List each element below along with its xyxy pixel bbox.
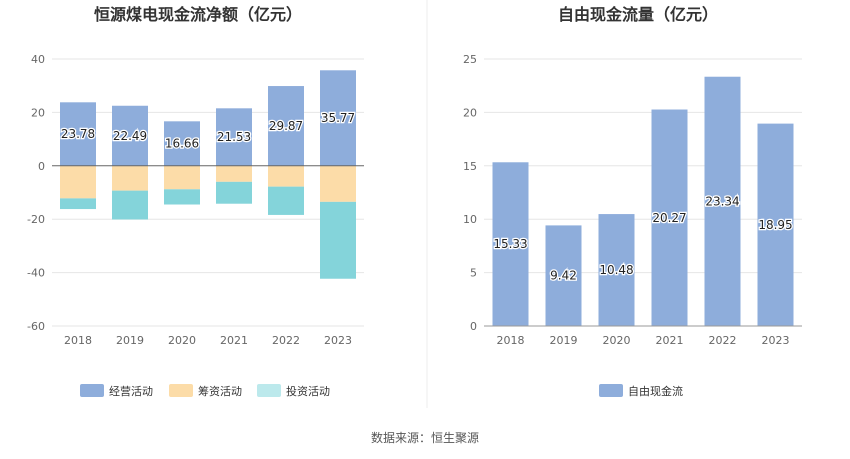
bar: [164, 189, 200, 205]
y-tick-label: 15: [463, 160, 477, 173]
legend-swatch: [599, 384, 623, 397]
y-tick-label: 10: [463, 213, 477, 226]
y-tick-label: 25: [463, 53, 477, 66]
data-label: 21.53: [217, 130, 251, 144]
bar: [60, 198, 96, 210]
bar: [60, 165, 96, 199]
data-label: 29.87: [269, 119, 303, 133]
bar: [492, 162, 529, 326]
x-tick-label: 2021: [656, 334, 684, 347]
data-label: 18.95: [758, 218, 792, 232]
data-label: 23.78: [61, 127, 95, 141]
data-source-note: 数据来源：恒生聚源: [371, 430, 479, 445]
data-label: 23.34: [705, 194, 739, 208]
bar: [320, 201, 356, 279]
x-tick-label: 2019: [116, 334, 144, 347]
left-chart-cashflow: 恒源煤电现金流净额（亿元） 40 20 0 -20 -40 -60 2018 23.78 201…: [27, 5, 364, 398]
bar: [268, 165, 304, 187]
bar: [268, 86, 304, 166]
bar: [598, 214, 635, 326]
bar: [545, 225, 582, 326]
x-tick-label: 2022: [709, 334, 737, 347]
bar: [216, 165, 252, 182]
bar: [320, 70, 356, 166]
bar: [216, 108, 252, 166]
x-tick-label: 2018: [497, 334, 525, 347]
data-label: 35.77: [321, 111, 355, 125]
y-tick-label: 20: [31, 106, 45, 119]
data-label: 20.27: [652, 211, 686, 225]
x-tick-label: 2018: [64, 334, 92, 347]
bar: [164, 165, 200, 190]
y-tick-label: 5: [470, 267, 477, 280]
bar: [164, 121, 200, 166]
bar: [757, 123, 794, 326]
data-label: 22.49: [113, 129, 147, 143]
legend-label: 自由现金流: [628, 384, 683, 398]
legend-swatch: [80, 384, 104, 397]
x-tick-label: 2023: [324, 334, 352, 347]
x-tick-label: 2022: [272, 334, 300, 347]
data-label: 9.42: [550, 269, 577, 283]
bar: [320, 165, 356, 202]
right-chart-fcf: 自由现金流量（亿元） 25 20 15 10 5 0 2018 15.33 2019 9.42 20…: [463, 5, 802, 398]
bar: [268, 186, 304, 215]
y-tick-label: -20: [27, 213, 45, 226]
legend-swatch: [257, 384, 281, 397]
y-tick-label: 40: [31, 53, 45, 66]
x-tick-label: 2019: [550, 334, 578, 347]
y-tick-label: 0: [38, 160, 45, 173]
bar: [60, 102, 96, 166]
bar: [216, 181, 252, 204]
x-tick-label: 2021: [220, 334, 248, 347]
x-tick-label: 2020: [603, 334, 631, 347]
right-chart-title: 自由现金流量（亿元）: [558, 5, 718, 24]
bar: [112, 190, 148, 220]
bar: [704, 76, 741, 327]
data-label: 16.66: [165, 137, 199, 151]
legend-swatch: [169, 384, 193, 397]
y-tick-label: 0: [470, 320, 477, 333]
legend-label: 筹资活动: [198, 384, 242, 398]
y-tick-label: -60: [27, 320, 45, 333]
x-tick-label: 2020: [168, 334, 196, 347]
data-label: 10.48: [599, 263, 633, 277]
bar: [112, 105, 148, 166]
bar: [651, 109, 688, 326]
data-label: 15.33: [493, 237, 527, 251]
left-chart-title: 恒源煤电现金流净额（亿元）: [94, 5, 302, 24]
y-tick-label: -40: [27, 267, 45, 280]
y-tick-label: 20: [463, 106, 477, 119]
legend-label: 经营活动: [109, 384, 153, 398]
bar: [112, 165, 148, 191]
legend-label: 投资活动: [286, 384, 330, 398]
x-tick-label: 2023: [762, 334, 790, 347]
